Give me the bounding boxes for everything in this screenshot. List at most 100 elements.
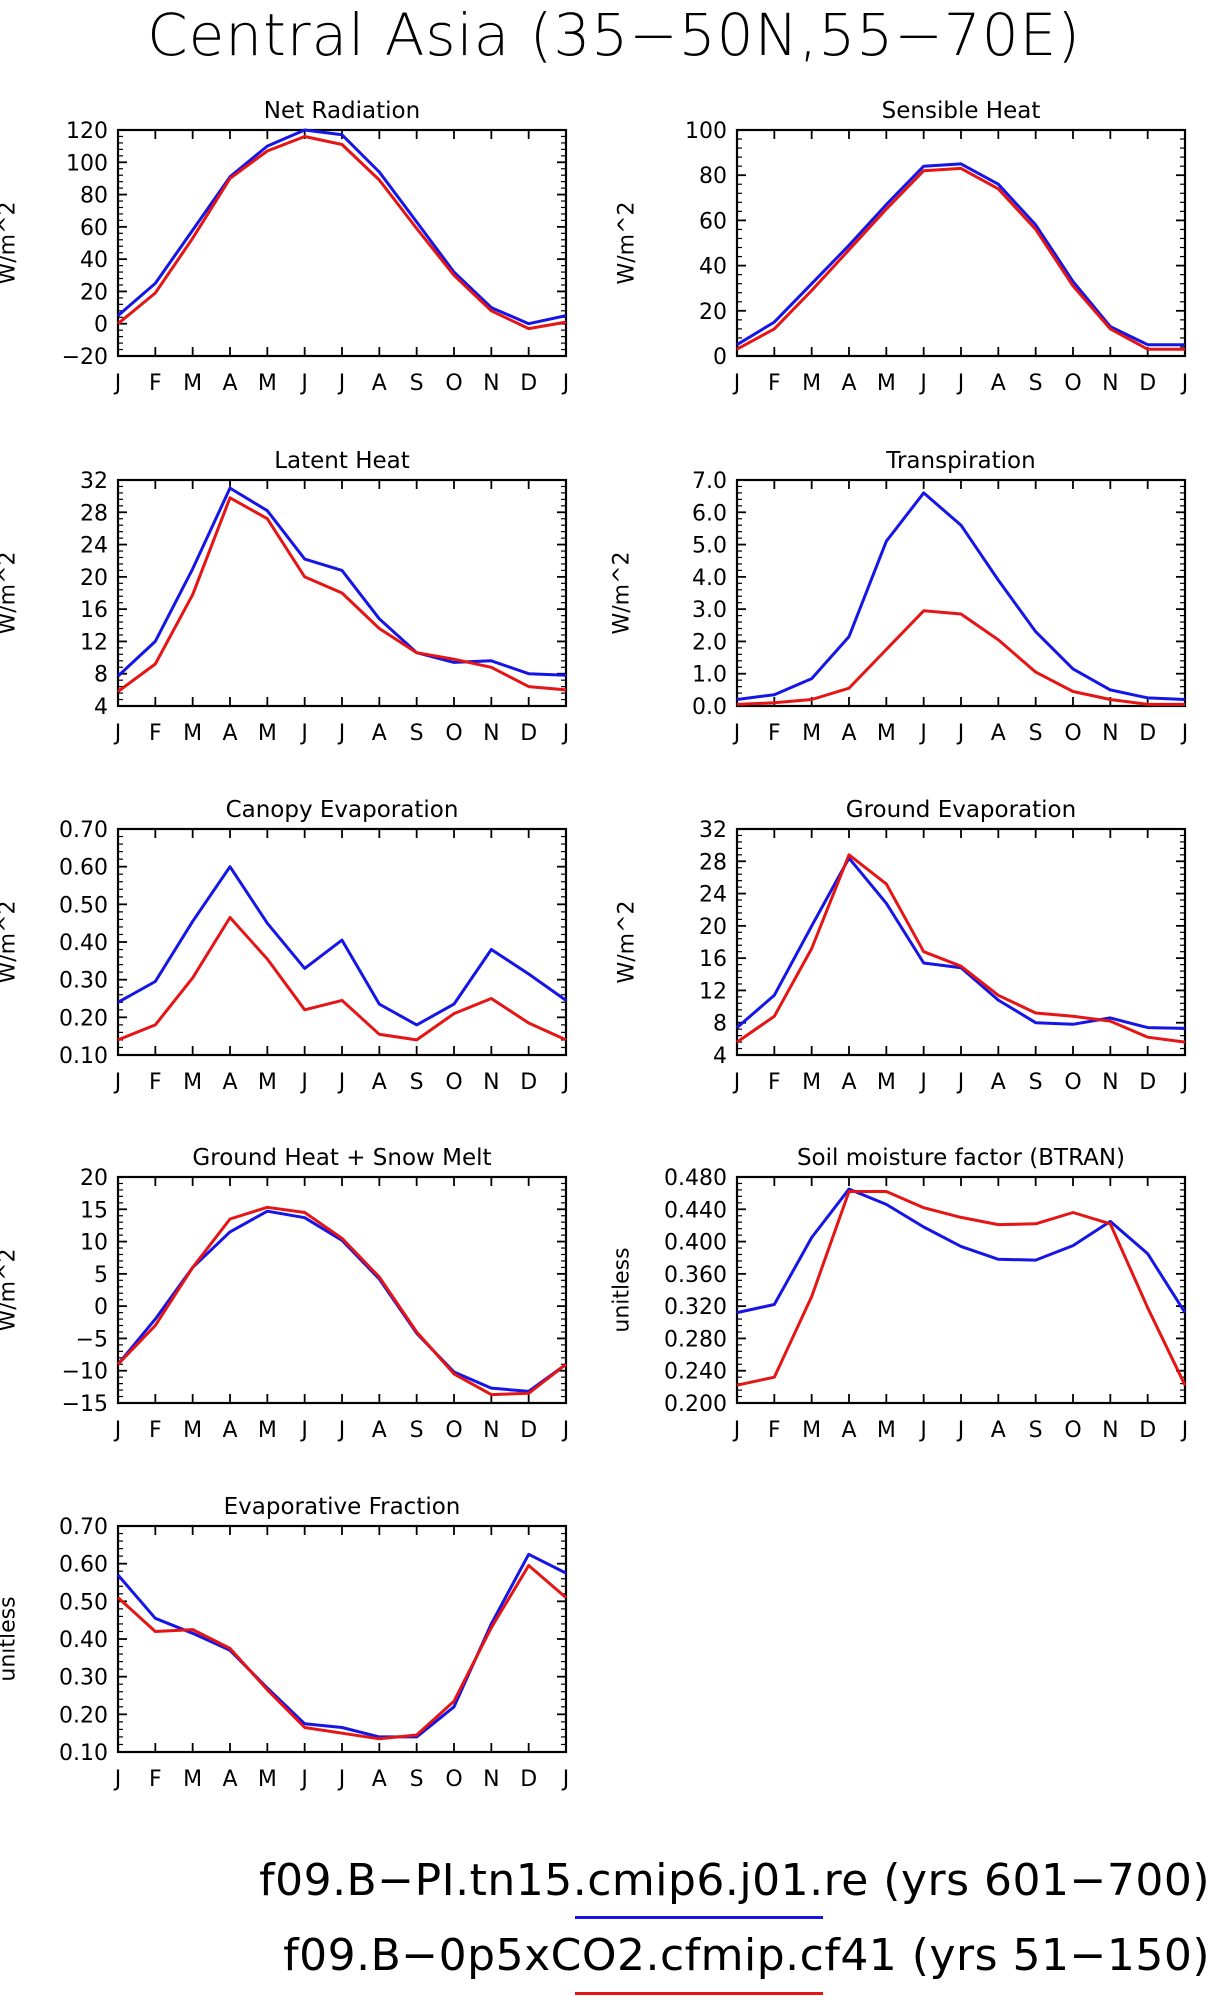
y-tick-label: 28 [80,501,108,526]
series-line-case1 [116,486,567,678]
y-tick-label: −15 [62,1392,108,1417]
x-tick-label: A [372,1767,387,1792]
plot-frame [116,1175,568,1405]
x-tick-label: O [445,1070,462,1095]
panel-title: Ground Evaporation [845,797,1077,823]
y-tick-label: 0.440 [664,1198,727,1223]
x-tick-label: D [1139,721,1156,746]
series-line-case2 [116,1205,567,1397]
y-tick-label: 0.40 [59,931,108,956]
x-tick-label: J [561,1070,570,1095]
panel-title: Transpiration [886,448,1036,474]
y-tick-label: 20 [80,280,108,305]
x-tick-label: F [149,721,162,746]
x-tick-label: O [1064,1070,1081,1095]
x-tick-label: J [299,1070,308,1095]
y-tick-label: 0.480 [664,1166,727,1191]
x-tick-label: S [410,1070,424,1095]
y-tick-label: 60 [80,216,108,241]
y-tick-label: 120 [66,119,108,144]
y-tick-label: 7.0 [692,469,727,494]
y-tick-label: 0.20 [59,1703,108,1728]
x-tick-label: A [991,1070,1006,1095]
x-tick-label: M [258,1418,277,1443]
y-tick-label: 0.280 [664,1327,727,1352]
series-line-case1 [116,1552,567,1739]
x-tick-label: M [802,1418,821,1443]
panel-title: Latent Heat [274,448,410,474]
plot-frame [735,478,1187,708]
x-tick-label: F [768,1070,781,1095]
x-tick-label: M [258,371,277,396]
x-tick-label: M [183,1070,202,1095]
panel-title: Ground Heat + Snow Melt [192,1145,492,1171]
series-line-case2 [117,135,567,331]
x-tick-label: M [877,721,896,746]
y-tick-label: 5.0 [692,534,727,559]
y-tick-label: 3.0 [692,598,727,623]
x-tick-label: J [113,1070,122,1095]
y-tick-label: 0.0 [692,695,727,720]
y-tick-label: 4 [94,695,108,720]
y-tick-label: 12 [699,979,727,1004]
x-tick-label: N [1102,1418,1118,1443]
x-tick-label: D [1139,371,1156,396]
x-tick-label: N [1102,1070,1118,1095]
x-tick-label: J [918,721,927,746]
x-tick-label: A [841,1070,856,1095]
x-tick-label: A [372,371,387,396]
x-tick-label: J [956,1418,965,1443]
x-tick-label: F [768,371,781,396]
panel-title: Soil moisture factor (BTRAN) [796,1145,1126,1171]
y-tick-label: 0 [94,1295,108,1320]
panel-title: Net Radiation [263,98,421,124]
x-tick-label: M [802,1070,821,1095]
x-tick-label: A [841,721,856,746]
series-line-case1 [736,856,1186,1030]
series-line-case1 [736,1187,1187,1315]
x-tick-label: M [183,371,202,396]
x-tick-label: M [258,1767,277,1792]
series-line-case2 [117,916,567,1042]
series-line-case1 [736,491,1186,701]
x-tick-label: N [1102,371,1118,396]
x-tick-label: A [991,371,1006,396]
y-tick-label: 4 [713,1044,727,1069]
x-tick-label: J [918,1418,927,1443]
x-tick-label: S [410,371,424,396]
y-tick-label: 0.10 [59,1044,108,1069]
x-tick-label: S [1029,721,1043,746]
y-tick-label: 0 [713,345,727,370]
y-tick-label: 16 [699,947,727,972]
x-tick-label: D [1139,1070,1156,1095]
y-tick-label: 0.40 [59,1628,108,1653]
y-tick-label: 10 [80,1231,108,1256]
series-line-case2 [116,1564,567,1741]
x-tick-label: J [732,371,741,396]
y-tick-label: 1.0 [692,663,727,688]
plot-frame [116,1524,568,1754]
x-tick-label: J [732,721,741,746]
y-tick-label: 20 [699,915,727,940]
panel-title: Canopy Evaporation [225,797,459,823]
x-tick-label: J [113,721,122,746]
x-tick-label: A [372,1418,387,1443]
x-tick-label: J [299,371,308,396]
y-tick-label: 15 [80,1198,108,1223]
x-tick-label: S [1029,371,1043,396]
x-tick-label: F [149,371,162,396]
x-tick-label: J [1180,1418,1189,1443]
x-tick-label: M [877,371,896,396]
case-2-label: f09.B−0p5xCO2.cfmip.cf41 (yrs 51−150) [283,1930,1210,1981]
x-tick-label: D [520,1767,537,1792]
x-tick-label: J [337,1070,346,1095]
x-tick-label: J [113,1418,122,1443]
y-tick-label: 2.0 [692,630,727,655]
y-tick-label: 8 [713,1012,727,1037]
case-2-color-key [575,1992,823,1995]
x-tick-label: D [520,371,537,396]
x-tick-label: M [183,1418,202,1443]
x-tick-label: N [1102,721,1118,746]
y-tick-label: 6.0 [692,501,727,526]
x-tick-label: O [445,1418,462,1443]
